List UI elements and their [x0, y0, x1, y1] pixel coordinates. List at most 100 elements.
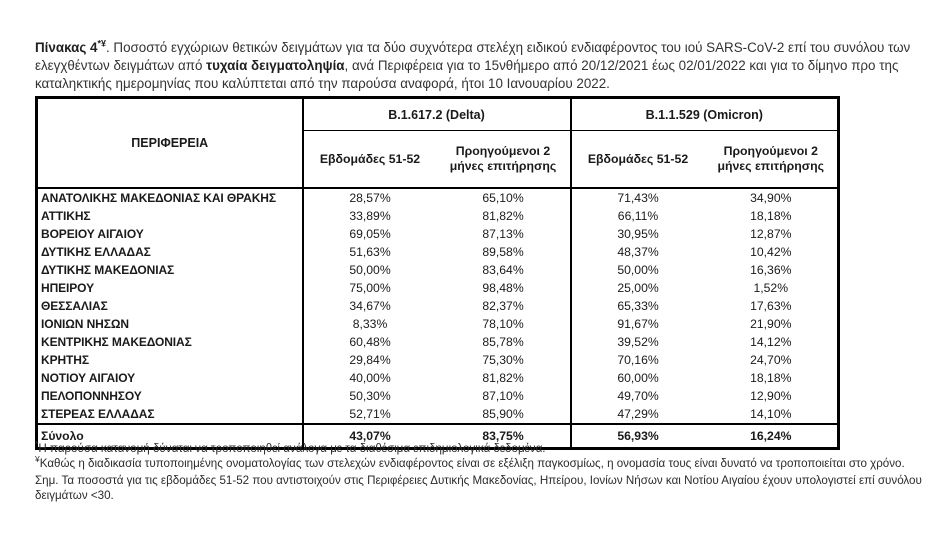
- delta-weeks-value: 69,05%: [349, 227, 391, 241]
- footnote-note-text: Σημ. Τα ποσοστά για τις εβδομάδες 51-52 …: [35, 473, 922, 503]
- caption-superscript: *¥: [97, 38, 106, 49]
- omicron-weeks-value: 70,16%: [617, 353, 659, 367]
- table-row: ΔΥΤΙΚΗΣ ΕΛΛΑΔΑΣ 51,63% 89,58% 48,37% 10,…: [36, 243, 839, 261]
- delta-prev-value: 81,82%: [436, 207, 572, 225]
- delta-prev-value: 75,30%: [436, 351, 572, 369]
- delta-prev-value: 85,90%: [436, 405, 572, 424]
- footnote-yen-text: Καθώς η διαδικασία τυποποιημένης ονοματο…: [39, 457, 905, 471]
- region-name: ΝΟΤΙΟΥ ΑΙΓΑΙΟΥ: [36, 369, 304, 387]
- omicron-weeks-value: 39,52%: [617, 335, 659, 349]
- delta-weeks-value: 52,71%: [349, 407, 391, 421]
- delta-prev-value: 81,82%: [436, 369, 572, 387]
- delta-weeks-value: 50,00%: [349, 263, 391, 277]
- total-label: Σύνολο: [36, 423, 304, 449]
- footnote-yen-marker: ¥: [35, 454, 40, 465]
- subheader-omicron-weeks: Εβδομάδες 51-52: [570, 130, 705, 189]
- delta-weeks-value: 33,89%: [349, 209, 391, 223]
- total-omicron-prev: 16,24%: [704, 423, 839, 449]
- footnotes: *Η παρούσα κατανομή δύναται να τροποποιη…: [35, 439, 931, 504]
- delta-prev-value: 83,64%: [436, 261, 572, 279]
- footnote-note: Σημ. Τα ποσοστά για τις εβδομάδες 51-52 …: [35, 473, 931, 504]
- omicron-weeks-value: 49,70%: [617, 389, 659, 403]
- omicron-weeks-value: 66,11%: [617, 209, 659, 223]
- region-name: ΗΠΕΙΡΟΥ: [36, 279, 304, 297]
- delta-prev-value: 87,13%: [436, 225, 572, 243]
- region-name: ΒΟΡΕΙΟΥ ΑΙΓΑΙΟΥ: [36, 225, 304, 243]
- delta-prev-value: 85,78%: [436, 333, 572, 351]
- delta-weeks-value: 75,00%: [349, 281, 391, 295]
- footnote-asterisk: *Η παρούσα κατανομή δύναται να τροποποιη…: [35, 439, 931, 456]
- column-header-omicron: B.1.1.529 (Omicron): [570, 97, 839, 131]
- region-name: ΔΥΤΙΚΗΣ ΜΑΚΕΔΟΝΙΑΣ: [36, 261, 304, 279]
- column-header-delta: B.1.617.2 (Delta): [302, 97, 572, 131]
- table-row: ΝΟΤΙΟΥ ΑΙΓΑΙΟΥ 40,00% 81,82% 60,00% 18,1…: [36, 369, 839, 387]
- footnote-asterisk-text: Η παρούσα κατανομή δύναται να τροποποιηθ…: [38, 442, 546, 455]
- omicron-weeks-value: 25,00%: [617, 281, 659, 295]
- omicron-weeks-value: 71,43%: [617, 191, 659, 205]
- delta-weeks-value: 29,84%: [349, 353, 391, 367]
- total-delta-weeks: 43,07%: [302, 423, 437, 449]
- region-name: ΚΡΗΤΗΣ: [36, 351, 304, 369]
- omicron-prev-value: 12,87%: [750, 227, 792, 241]
- omicron-weeks-value: 60,00%: [617, 371, 659, 385]
- delta-weeks-value: 60,48%: [349, 335, 391, 349]
- omicron-weeks-value: 48,37%: [617, 245, 659, 259]
- delta-weeks-value: 51,63%: [349, 245, 391, 259]
- sub-header-row: Εβδομάδες 51-52 Προηγούμενοι 2 μήνες επι…: [37, 130, 839, 189]
- omicron-weeks-value: 30,95%: [617, 227, 659, 241]
- footnote-asterisk-marker: *: [35, 439, 39, 450]
- delta-weeks-value: 34,67%: [349, 299, 391, 313]
- omicron-prev-value: 21,90%: [750, 317, 792, 331]
- footnote-yen: ¥Καθώς η διαδικασία τυποποιημένης ονοματ…: [35, 454, 931, 471]
- caption-text-2: , ανά Περιφέρεια για το 15νθήμερο από 20…: [35, 57, 899, 91]
- caption-text-1: . Ποσοστό εγχώριων θετικών δειγμάτων για…: [35, 40, 911, 73]
- omicron-weeks-value: 65,33%: [617, 299, 659, 313]
- omicron-prev-value: 14,12%: [750, 335, 792, 349]
- table-row: ΚΡΗΤΗΣ 29,84% 75,30% 70,16% 24,70%: [36, 351, 839, 369]
- omicron-prev-value: 14,10%: [750, 407, 792, 421]
- table-body: ΑΝΑΤΟΛΙΚΗΣ ΜΑΚΕΔΟΝΙΑΣ ΚΑΙ ΘΡΑΚΗΣ 28,57% …: [36, 188, 839, 424]
- omicron-prev-value: 18,18%: [750, 371, 792, 385]
- region-name: ΠΕΛΟΠΟΝΝΗΣΟΥ: [36, 387, 304, 405]
- table-row: ΑΝΑΤΟΛΙΚΗΣ ΜΑΚΕΔΟΝΙΑΣ ΚΑΙ ΘΡΑΚΗΣ 28,57% …: [36, 188, 839, 207]
- region-name: ΑΤΤΙΚΗΣ: [36, 207, 304, 225]
- region-name: ΑΝΑΤΟΛΙΚΗΣ ΜΑΚΕΔΟΝΙΑΣ ΚΑΙ ΘΡΑΚΗΣ: [36, 188, 304, 207]
- caption-bold-phrase: τυχαία δειγματοληψία: [206, 57, 345, 73]
- omicron-prev-value: 34,90%: [750, 191, 792, 205]
- region-name: ΙΟΝΙΩΝ ΝΗΣΩΝ: [36, 315, 304, 333]
- delta-prev-value: 87,10%: [436, 387, 572, 405]
- region-name: ΣΤΕΡΕΑΣ ΕΛΛΑΔΑΣ: [36, 405, 304, 424]
- column-header-region: ΠΕΡΙΦΕΡΕΙΑ: [36, 97, 304, 189]
- omicron-weeks-value: 47,29%: [617, 407, 659, 421]
- regions-variants-table: ΠΕΡΙΦΕΡΕΙΑ B.1.617.2 (Delta) B.1.1.529 (…: [35, 96, 841, 450]
- delta-prev-value: 65,10%: [436, 188, 572, 207]
- omicron-weeks-value: 50,00%: [617, 263, 659, 277]
- table-row: ΠΕΛΟΠΟΝΝΗΣΟΥ 50,30% 87,10% 49,70% 12,90%: [36, 387, 839, 405]
- omicron-prev-value: 16,36%: [750, 263, 792, 277]
- omicron-prev-value: 18,18%: [750, 209, 792, 223]
- omicron-prev-value: 1,52%: [753, 281, 789, 295]
- table-row: ΣΤΕΡΕΑΣ ΕΛΛΑΔΑΣ 52,71% 85,90% 47,29% 14,…: [36, 405, 839, 424]
- table-row: ΔΥΤΙΚΗΣ ΜΑΚΕΔΟΝΙΑΣ 50,00% 83,64% 50,00% …: [36, 261, 839, 279]
- table-row: ΒΟΡΕΙΟΥ ΑΙΓΑΙΟΥ 69,05% 87,13% 30,95% 12,…: [36, 225, 839, 243]
- total-row: Σύνολο 43,07% 83,75% 56,93% 16,24%: [36, 423, 839, 449]
- omicron-weeks-value: 91,67%: [617, 317, 659, 331]
- region-name: ΚΕΝΤΡΙΚΗΣ ΜΑΚΕΔΟΝΙΑΣ: [36, 333, 304, 351]
- region-name: ΘΕΣΣΑΛΙΑΣ: [36, 297, 304, 315]
- table-row: ΗΠΕΙΡΟΥ 75,00% 98,48% 25,00% 1,52%: [36, 279, 839, 297]
- subheader-delta-weeks: Εβδομάδες 51-52: [302, 130, 437, 189]
- omicron-prev-value: 10,42%: [750, 245, 792, 259]
- omicron-prev-value: 17,63%: [750, 299, 792, 313]
- caption-number: Πίνακας 4: [35, 40, 98, 56]
- region-name: ΔΥΤΙΚΗΣ ΕΛΛΑΔΑΣ: [36, 243, 304, 261]
- subheader-omicron-prev: Προηγούμενοι 2 μήνες επιτήρησης: [704, 130, 839, 189]
- table-row: ΘΕΣΣΑΛΙΑΣ 34,67% 82,37% 65,33% 17,63%: [36, 297, 839, 315]
- table-row: ΑΤΤΙΚΗΣ 33,89% 81,82% 66,11% 18,18%: [36, 207, 839, 225]
- omicron-prev-value: 24,70%: [750, 353, 792, 367]
- delta-weeks-value: 40,00%: [349, 371, 391, 385]
- delta-weeks-value: 28,57%: [349, 191, 391, 205]
- delta-prev-value: 82,37%: [436, 297, 572, 315]
- subheader-delta-prev: Προηγούμενοι 2 μήνες επιτήρησης: [436, 130, 572, 189]
- delta-prev-value: 89,58%: [436, 243, 572, 261]
